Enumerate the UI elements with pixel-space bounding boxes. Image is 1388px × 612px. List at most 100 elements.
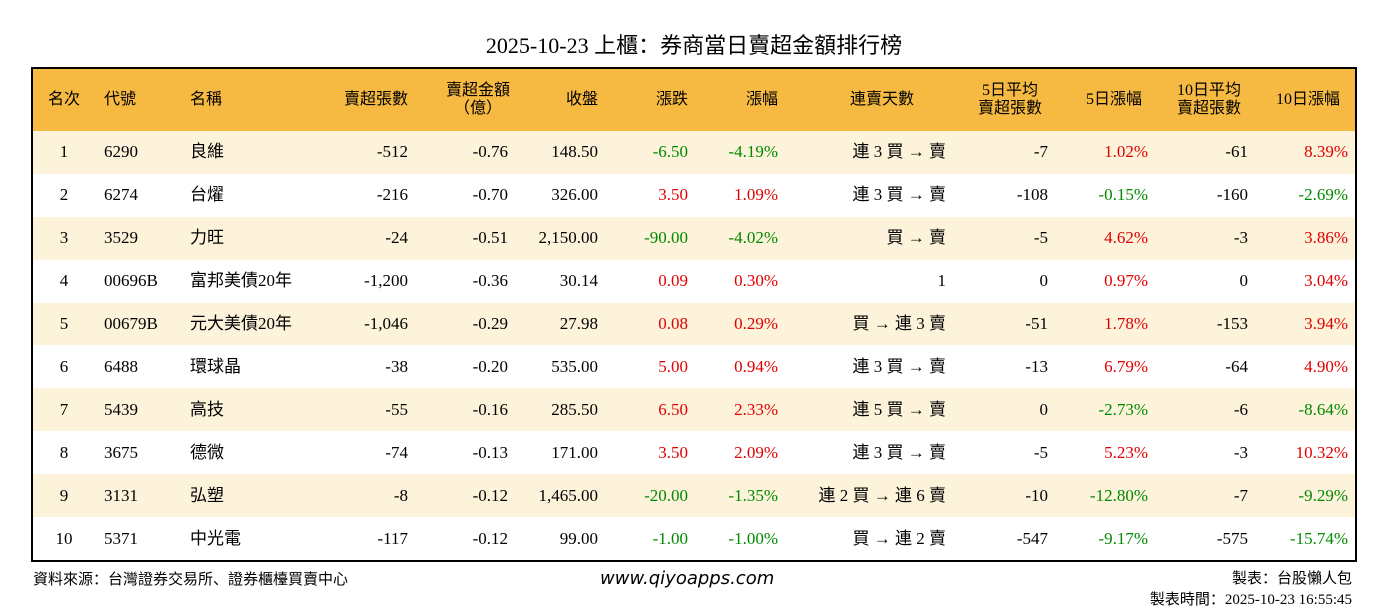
- cell: -10: [1025, 485, 1048, 505]
- cell: -547: [1016, 528, 1048, 548]
- cell: -153: [1216, 314, 1248, 334]
- cell: 2,150.00: [538, 228, 599, 248]
- row: [33, 216, 1355, 260]
- cell: -4.02%: [728, 228, 778, 248]
- cell: 德微: [190, 442, 224, 462]
- cell: 3675: [104, 442, 138, 462]
- cell: 1: [59, 142, 69, 162]
- cell: 0.94%: [734, 356, 778, 376]
- cell: 0.97%: [1104, 271, 1148, 291]
- cell: 9: [59, 485, 69, 505]
- cell: 3.94%: [1304, 314, 1348, 334]
- cell: 2.09%: [734, 442, 778, 462]
- header-line: 連賣天數: [849, 91, 914, 108]
- cell: -0.70: [472, 185, 508, 205]
- cell: 1.02%: [1104, 142, 1148, 162]
- cell: 台燿: [190, 185, 224, 205]
- header-line: 漲幅: [745, 91, 778, 108]
- cell: 00679B: [104, 314, 158, 334]
- row: [33, 131, 1355, 174]
- cell: 中光電: [190, 528, 241, 548]
- column-header: 代號: [104, 91, 136, 109]
- cell: -7: [1233, 485, 1248, 505]
- cell: 7: [59, 399, 69, 419]
- cell: 高技: [190, 399, 224, 419]
- header-line: 5日平均: [981, 82, 1038, 99]
- cell: -7: [1033, 142, 1048, 162]
- cell: 0: [1039, 399, 1049, 419]
- cell: -0.51: [472, 228, 508, 248]
- cell: 326.00: [551, 185, 598, 205]
- cell: 6290: [104, 142, 138, 162]
- cell: -0.76: [472, 142, 508, 162]
- cell: -1,046: [364, 314, 408, 334]
- cell: -55: [385, 399, 408, 419]
- cell: -8: [393, 485, 408, 505]
- row: [33, 517, 1355, 560]
- cell: -5: [1033, 228, 1048, 248]
- cell: -117: [377, 528, 408, 548]
- cell: -160: [1216, 185, 1248, 205]
- header-line: 名稱: [190, 91, 223, 108]
- cell: -13: [1025, 356, 1048, 376]
- table: 名次 代號 名稱 賣超張數 賣超金額 （億） 收盤 漲跌 漲幅 連賣天數 5日平均 賣超張數 5日漲幅 1…: [31, 67, 1357, 562]
- cell: -0.16: [472, 399, 508, 419]
- cell: 3.50: [658, 185, 688, 205]
- cell: -61: [1225, 142, 1248, 162]
- column-header: 連賣天數: [782, 91, 982, 109]
- column-header: 漲幅: [746, 91, 778, 109]
- cell: 2: [59, 185, 69, 205]
- cell: 27.98: [559, 314, 598, 334]
- site: www.qiyoapps.com: [600, 568, 775, 589]
- cell: 5: [59, 314, 69, 334]
- row: [33, 431, 1355, 475]
- cell: -15.74%: [1289, 528, 1348, 548]
- cell: 3.86%: [1304, 228, 1348, 248]
- cell: -3: [1233, 442, 1248, 462]
- cell: -74: [385, 442, 408, 462]
- time: 製表時間：2025-10-23 16:55:45: [1149, 592, 1352, 608]
- cell: 力旺: [190, 228, 224, 248]
- cell: -64: [1225, 356, 1248, 376]
- cell: 6: [59, 356, 69, 376]
- header-line: 收盤: [565, 91, 598, 108]
- cell: 弘塑: [190, 485, 224, 505]
- cell: -90.00: [644, 228, 688, 248]
- cell: 1: [937, 271, 947, 291]
- row: [33, 302, 1355, 346]
- cell: 6.50: [658, 399, 688, 419]
- cell: 0.30%: [734, 271, 778, 291]
- cell: 8: [59, 442, 69, 462]
- cell: -1.35%: [728, 485, 778, 505]
- cell: -9.17%: [1098, 528, 1148, 548]
- cell: 148.50: [551, 142, 598, 162]
- column-header: 5日漲幅: [1014, 91, 1214, 109]
- cell: -12.80%: [1089, 485, 1148, 505]
- column-header: 名次: [33, 91, 164, 109]
- header-line: 賣超金額: [445, 82, 510, 99]
- cell: -9.29%: [1298, 485, 1348, 505]
- cell: 0.29%: [734, 314, 778, 334]
- column-header: 漲跌: [656, 91, 688, 109]
- cell: 連 3 買 → 賣: [852, 142, 947, 162]
- cell: 6488: [104, 356, 138, 376]
- cell: -0.36: [472, 271, 508, 291]
- column-header: 賣超張數: [344, 91, 408, 109]
- cell: -0.12: [472, 485, 508, 505]
- cell: 1,465.00: [538, 485, 599, 505]
- header-row: [33, 69, 1355, 131]
- cell: 10.32%: [1295, 442, 1348, 462]
- header-line: 代號: [104, 91, 137, 108]
- cell: -2.73%: [1098, 399, 1148, 419]
- cell: 285.50: [551, 399, 598, 419]
- cell: 連 2 買 → 連 6 賣: [818, 485, 947, 505]
- cell: 元大美債20年: [190, 314, 292, 334]
- cell: -6.50: [652, 142, 688, 162]
- cell: 0: [1039, 271, 1049, 291]
- row: [33, 173, 1355, 217]
- cell: -0.12: [472, 528, 508, 548]
- cell: 連 3 買 → 賣: [852, 185, 947, 205]
- cell: -0.29: [472, 314, 508, 334]
- cell: -2.69%: [1298, 185, 1348, 205]
- cell: 5.00: [658, 356, 688, 376]
